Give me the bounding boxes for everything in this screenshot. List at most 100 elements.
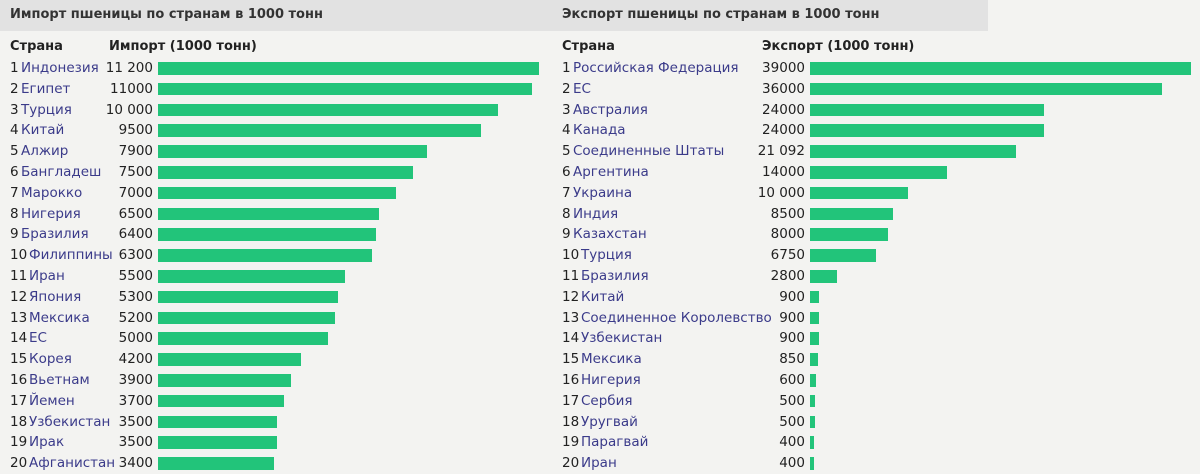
import-country-label[interactable]: Ирак: [29, 434, 65, 451]
import-bar: [158, 311, 335, 325]
import-row: 18 Узбекистан 3500: [0, 412, 560, 433]
export-row: 8 Индия 8500: [552, 204, 1200, 225]
export-value-label: 500: [779, 392, 805, 409]
export-value-label: 500: [779, 413, 805, 430]
import-value-label: 6300: [118, 247, 153, 264]
import-country-label[interactable]: Филиппины: [29, 247, 113, 264]
export-row: 20 Иран 400: [552, 453, 1200, 474]
import-country-label[interactable]: Турция: [21, 101, 72, 118]
export-country-label[interactable]: Украина: [573, 184, 633, 201]
export-value-header: Экспорт (1000 тонн): [762, 39, 915, 54]
export-value-label: 6750: [770, 247, 805, 264]
export-rank-label: 7: [562, 184, 571, 201]
export-country-label[interactable]: Нигерия: [581, 372, 641, 388]
import-bar: [158, 103, 499, 117]
import-country-label[interactable]: Бразилия: [21, 226, 89, 243]
export-row: 3 Австралия 24000: [552, 100, 1200, 121]
import-country-label[interactable]: Индонезия: [21, 60, 99, 76]
import-row: 7 Марокко 7000: [0, 183, 560, 204]
import-row: 4 Китай 9500: [0, 120, 560, 141]
import-row: 15 Корея 4200: [0, 349, 560, 370]
import-country-label[interactable]: ЕС: [29, 330, 47, 347]
export-row: 16 Нигерия 600: [552, 370, 1200, 391]
export-country-label[interactable]: Китай: [581, 288, 625, 305]
export-country-label[interactable]: Соединенное Королевство: [581, 309, 772, 326]
import-rank-label: 10: [10, 247, 28, 264]
import-country-label[interactable]: Йемен: [29, 392, 75, 409]
import-value-label: 5300: [118, 288, 153, 305]
export-country-label[interactable]: Уругвай: [581, 413, 638, 430]
export-country-label[interactable]: Казахстан: [573, 226, 647, 243]
export-bar: [810, 436, 814, 449]
export-value-label: 8500: [770, 205, 805, 222]
import-value-label: 7500: [118, 164, 153, 180]
import-country-label[interactable]: Корея: [29, 351, 72, 368]
export-row: 17 Сербия 500: [552, 391, 1200, 412]
export-country-label[interactable]: Российская Федерация: [573, 60, 739, 76]
export-rank-label: 10: [562, 247, 580, 264]
export-rank-label: 6: [562, 164, 571, 180]
export-row: 9 Казахстан 8000: [552, 224, 1200, 245]
import-country-label[interactable]: Марокко: [21, 184, 83, 201]
import-bar: [158, 124, 482, 137]
export-value-label: 2800: [770, 268, 805, 284]
export-country-label[interactable]: ЕС: [573, 80, 591, 97]
export-rank-label: 11: [562, 268, 580, 284]
import-country-label[interactable]: Узбекистан: [29, 413, 111, 430]
export-bar: [810, 228, 889, 241]
export-country-label[interactable]: Парагвай: [581, 434, 649, 451]
export-country-label[interactable]: Мексика: [581, 351, 642, 368]
import-country-label[interactable]: Афганистан: [29, 455, 116, 472]
import-row: 14 ЕС 5000: [0, 328, 560, 349]
import-country-label[interactable]: Мексика: [29, 309, 90, 326]
export-country-label[interactable]: Канада: [573, 122, 626, 139]
import-row: 3 Турция 10 000: [0, 100, 560, 121]
import-country-label[interactable]: Нигерия: [21, 205, 81, 222]
export-value-label: 14000: [762, 164, 805, 180]
import-rank-label: 7: [10, 184, 19, 201]
import-country-label[interactable]: Алжир: [21, 143, 69, 160]
export-rank-label: 5: [562, 143, 571, 160]
export-rank-label: 17: [562, 392, 580, 409]
export-row: 5 Соединенные Штаты 21 092: [552, 141, 1200, 162]
export-bar: [810, 145, 1017, 158]
export-country-label[interactable]: Аргентина: [573, 164, 649, 180]
export-country-label[interactable]: Узбекистан: [581, 330, 663, 347]
import-country-label[interactable]: Египет: [21, 80, 71, 97]
export-bar: [810, 186, 908, 200]
export-country-label[interactable]: Сербия: [581, 392, 633, 409]
export-bar: [810, 457, 814, 470]
export-country-label[interactable]: Иран: [581, 455, 617, 472]
export-value-label: 8000: [770, 226, 805, 243]
import-row: 12 Япония 5300: [0, 287, 560, 308]
export-rank-label: 12: [562, 288, 580, 305]
export-value-label: 21 092: [757, 143, 805, 160]
import-row: 8 Нигерия 6500: [0, 204, 560, 225]
import-country-label[interactable]: Иран: [29, 268, 65, 284]
export-value-label: 850: [779, 351, 805, 368]
import-bar: [158, 62, 539, 75]
import-bar: [158, 415, 278, 429]
export-value-label: 900: [779, 288, 805, 305]
import-country-label[interactable]: Китай: [21, 122, 65, 139]
export-country-label[interactable]: Индия: [573, 205, 619, 222]
export-row: 18 Уругвай 500: [552, 412, 1200, 433]
export-country-label[interactable]: Бразилия: [581, 268, 649, 284]
export-country-label[interactable]: Австралия: [573, 101, 648, 118]
export-country-label[interactable]: Турция: [581, 247, 632, 264]
import-country-label[interactable]: Бангладеш: [21, 164, 102, 180]
export-bar: [810, 394, 815, 408]
export-row: 2 ЕС 36000: [552, 79, 1200, 100]
export-bar: [810, 270, 838, 283]
import-country-label[interactable]: Вьетнам: [29, 372, 90, 388]
import-value-label: 5000: [118, 330, 153, 347]
import-bar: [158, 290, 339, 304]
import-rank-label: 20: [10, 455, 28, 472]
export-value-label: 24000: [762, 122, 805, 139]
import-rank-label: 14: [10, 330, 28, 347]
import-country-label[interactable]: Япония: [29, 288, 82, 305]
import-bar: [158, 394, 284, 408]
import-rank-label: 18: [10, 413, 28, 430]
import-rank-label: 4: [10, 122, 19, 139]
export-country-label[interactable]: Соединенные Штаты: [573, 143, 725, 160]
